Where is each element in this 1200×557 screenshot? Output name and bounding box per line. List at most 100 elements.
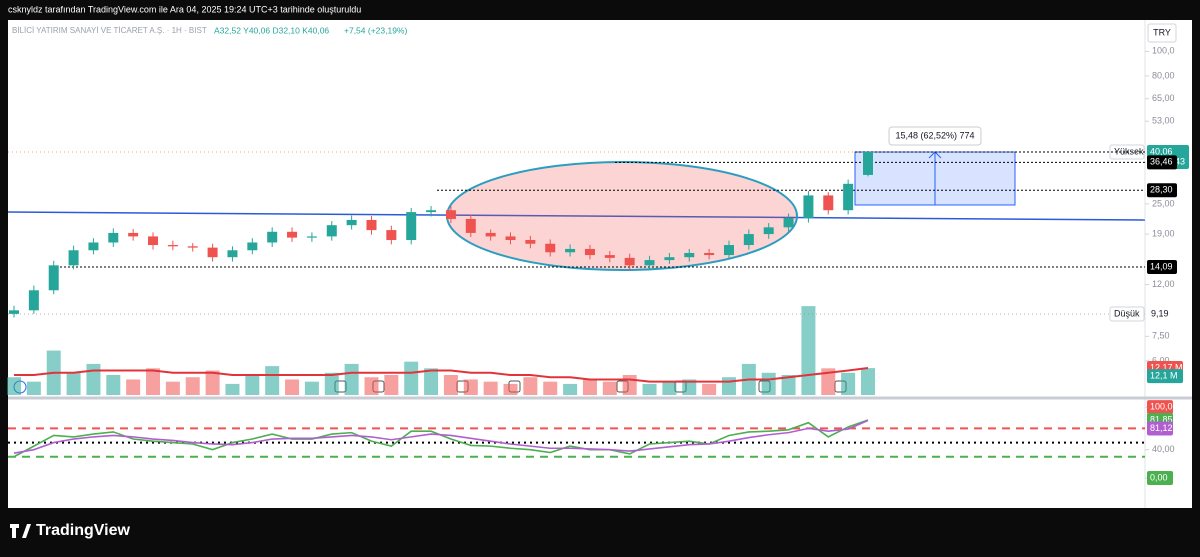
volume-bar: [424, 368, 439, 395]
volume-bar: [165, 381, 180, 395]
candle-body: [207, 247, 218, 258]
candle-body: [843, 183, 854, 211]
y-tick-label-box: [1147, 400, 1173, 415]
volume-bar: [86, 363, 101, 395]
candle-body: [167, 245, 178, 247]
volume-label-box: [1147, 369, 1183, 384]
volume-bar: [682, 379, 697, 395]
candle-body: [684, 252, 695, 258]
volume-bar: [602, 381, 617, 395]
candle-body: [187, 246, 198, 248]
y-tick-label: 7,50: [1152, 331, 1170, 341]
volume-bar: [265, 366, 280, 395]
candle-body: [386, 230, 397, 241]
candle-body: [565, 248, 576, 253]
rsi-label: 81,12: [1150, 423, 1173, 433]
candle-body: [287, 231, 298, 238]
volume-bar: [543, 381, 558, 395]
volume-bar: [503, 383, 518, 395]
caption: csknyldz tarafından TradingView.com ile …: [8, 4, 361, 14]
volume-bar: [404, 361, 419, 395]
ellipse-drawing: [446, 161, 798, 271]
currency-box[interactable]: [1147, 23, 1177, 43]
candle-body: [465, 218, 476, 233]
candle-body: [366, 219, 377, 231]
volume-label: 12,1 M: [1150, 370, 1178, 380]
volume-ma-line: [14, 366, 869, 383]
volume-bar: [126, 379, 141, 395]
level-name: Düşük: [1114, 308, 1140, 318]
volume-bar: [702, 383, 717, 395]
volume-bar: [483, 381, 498, 395]
volume-bar: [324, 372, 339, 395]
candle-body: [445, 210, 456, 219]
candle-body: [664, 257, 675, 261]
volume-bar: [185, 377, 200, 395]
rsi-label-box: [1147, 421, 1173, 436]
rsi-line: [13, 419, 869, 454]
rsi-label: 81,85: [1150, 414, 1173, 424]
volume-bar: [443, 375, 458, 395]
candle-body: [68, 250, 79, 266]
candle-body: [28, 290, 39, 311]
volume-bar: [523, 377, 538, 395]
y-tick-label: 12,00: [1152, 279, 1175, 289]
candle-body: [108, 232, 119, 243]
volume-bar: [66, 372, 81, 395]
candle-body: [783, 217, 794, 228]
currency[interactable]: TRY: [1153, 27, 1171, 37]
candle-body: [723, 245, 734, 256]
volume-bar: [582, 379, 597, 395]
volume-bar: [821, 368, 836, 395]
volume-bar: [642, 383, 657, 395]
ohlc: A32,52 Y40,06 D32,10 K40,06: [214, 25, 329, 35]
y-tick-label: 19,00: [1152, 228, 1175, 238]
candle-body: [128, 232, 139, 237]
candle-body: [763, 227, 774, 235]
chart-area: [8, 20, 1192, 508]
volume-bar: [146, 368, 161, 395]
candle-body: [743, 234, 754, 246]
candle-body: [584, 248, 595, 256]
volume-bar: [801, 306, 816, 395]
volume-bar: [563, 383, 578, 395]
level-label: 28,30: [1150, 185, 1173, 195]
candle-body: [88, 242, 99, 251]
volume-bar: [344, 363, 359, 395]
change: +7,54 (+23,19%): [344, 25, 407, 35]
candle-body: [485, 232, 496, 237]
y-tick-label: 80,00: [1152, 70, 1175, 80]
logo-mark: [10, 524, 31, 538]
level-label-box: [1147, 183, 1177, 198]
y-tick-label: 0,00: [1150, 472, 1168, 482]
volume-bar: [384, 375, 399, 395]
candle-body: [267, 231, 278, 243]
candle-body: [803, 195, 814, 218]
volume-bar: [205, 370, 220, 395]
candle-body: [604, 255, 615, 258]
y-tick-label: 65,00: [1152, 93, 1175, 103]
volume-bar: [841, 372, 856, 395]
candle-body: [863, 152, 873, 175]
candle-body: [624, 257, 635, 266]
y-tick-label: 6,00: [1152, 355, 1170, 365]
volume-bar: [622, 375, 637, 395]
level-label-box: [1147, 155, 1177, 170]
candle-body: [426, 210, 437, 213]
candle-body: [505, 236, 516, 241]
volume-bar: [463, 379, 478, 395]
volume-bar: [26, 381, 41, 395]
candle-body: [704, 252, 715, 256]
y-tick-label: 53,00: [1152, 116, 1175, 126]
candle-body: [48, 265, 59, 291]
candle-body: [644, 260, 655, 266]
volume-bar: [285, 379, 300, 395]
volume-bar: [106, 375, 121, 395]
symbol: BİLİCİ YATIRIM SANAYİ VE TİCARET A.Ş. · …: [12, 26, 207, 35]
candle-body: [326, 225, 337, 237]
trend-line: [7, 211, 1146, 221]
level-label-box: [1147, 259, 1177, 274]
volume-label: 12,17 M: [1150, 362, 1183, 372]
